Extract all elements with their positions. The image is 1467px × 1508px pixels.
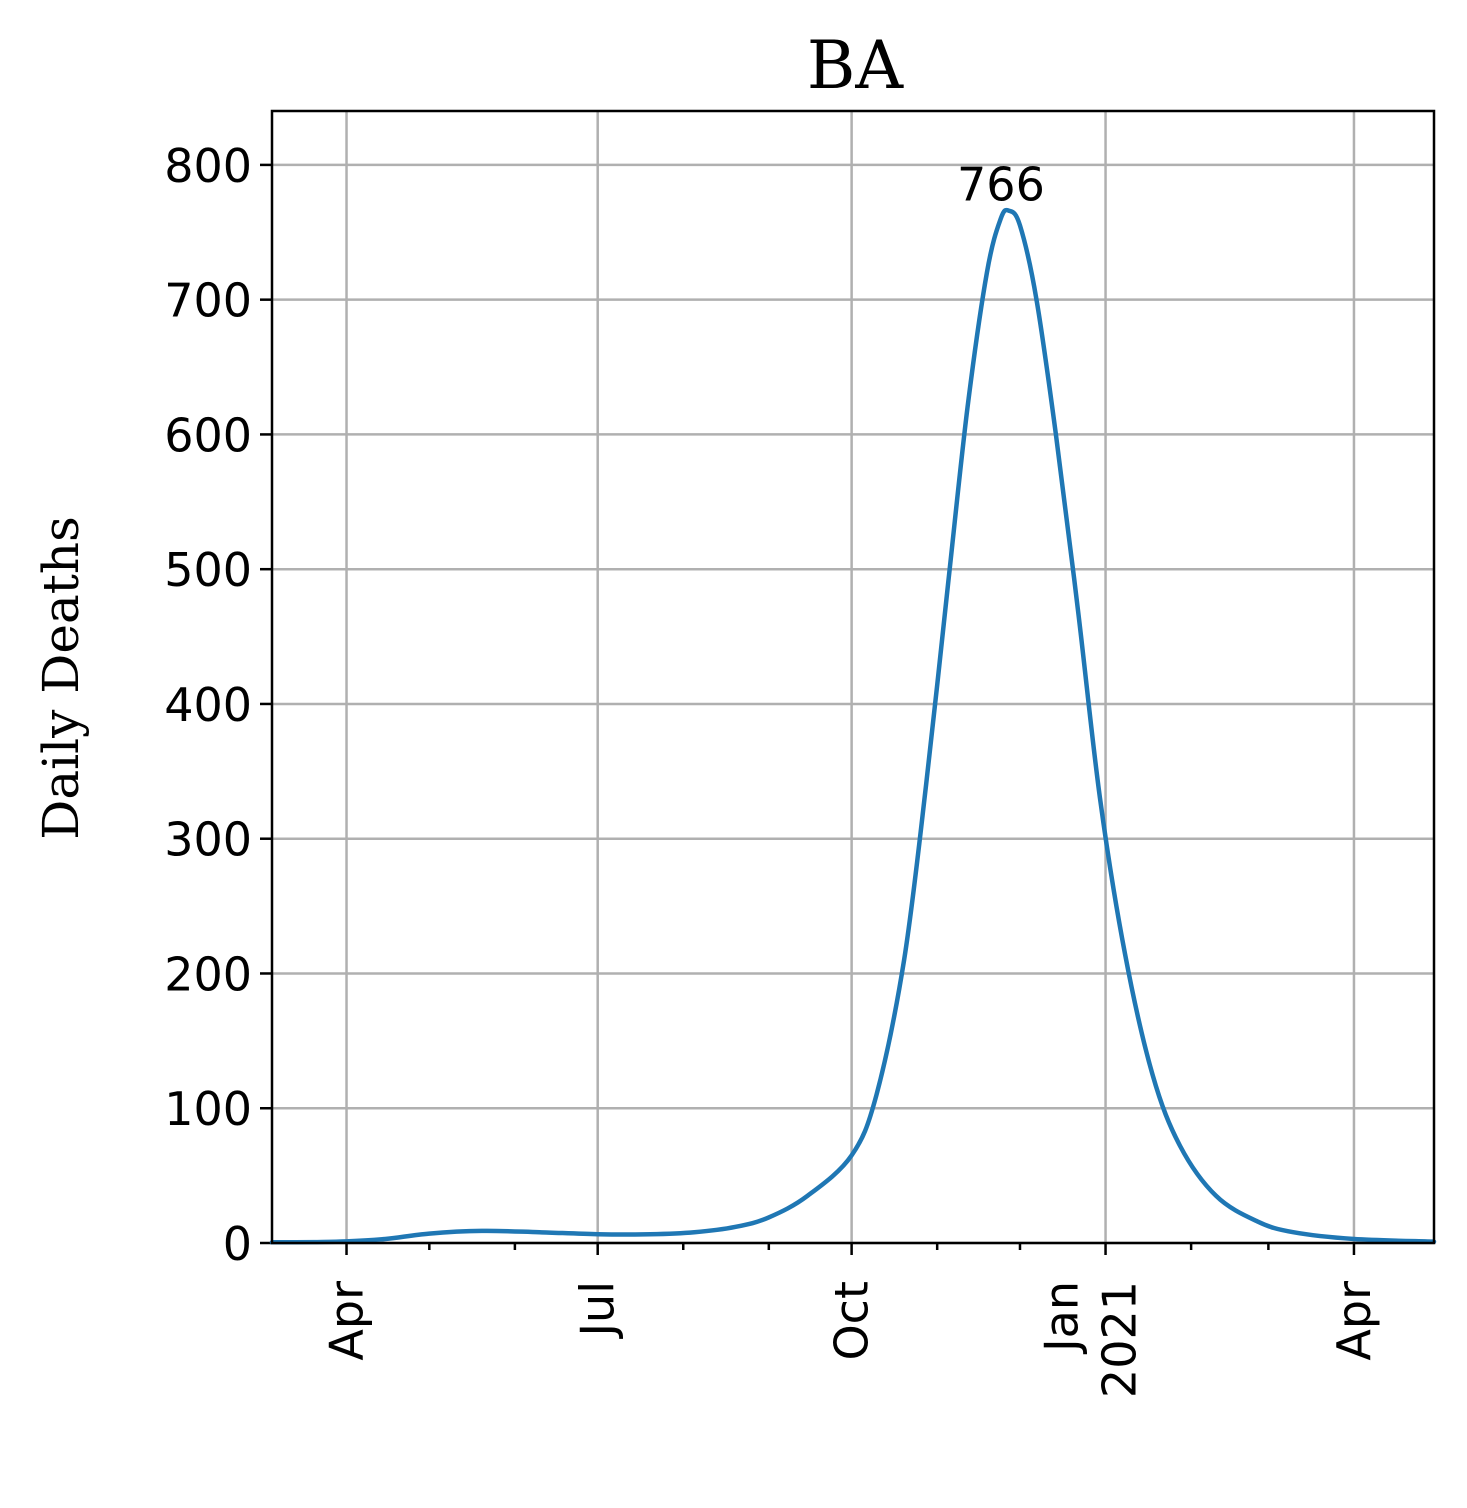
y-tick-label: 400 <box>164 678 252 732</box>
x-tick-label: Apr <box>320 1281 374 1361</box>
y-tick-label: 100 <box>164 1082 252 1136</box>
series-group <box>269 207 1437 1245</box>
annotations: 766 <box>957 158 1045 212</box>
y-tick-label: 0 <box>223 1217 252 1271</box>
x-tick-label: Jul <box>571 1281 625 1340</box>
x-tick-label: Jan <box>1035 1281 1089 1355</box>
grid-lines <box>272 111 1434 1245</box>
x-tick-sublabel: 2021 <box>1093 1281 1147 1398</box>
series-line <box>269 207 1437 1245</box>
x-tick-label: Oct <box>825 1281 879 1361</box>
y-tick-label: 600 <box>164 408 252 462</box>
x-tick-label: Apr <box>1327 1281 1381 1361</box>
axis-ticks: 0 100 200 300 400 500 600 700 800 Apr Jul Oct Jan 202… <box>164 139 1381 1398</box>
chart-title: BA <box>807 27 905 104</box>
y-tick-label: 700 <box>164 274 252 328</box>
y-tick-label: 300 <box>164 813 252 867</box>
y-tick-label: 200 <box>164 947 252 1001</box>
plot-frame <box>270 109 1436 1245</box>
y-tick-label: 800 <box>164 139 252 193</box>
peak-annotation: 766 <box>957 158 1045 212</box>
y-axis-label: Daily Deaths <box>32 516 90 839</box>
y-tick-label: 500 <box>164 543 252 597</box>
